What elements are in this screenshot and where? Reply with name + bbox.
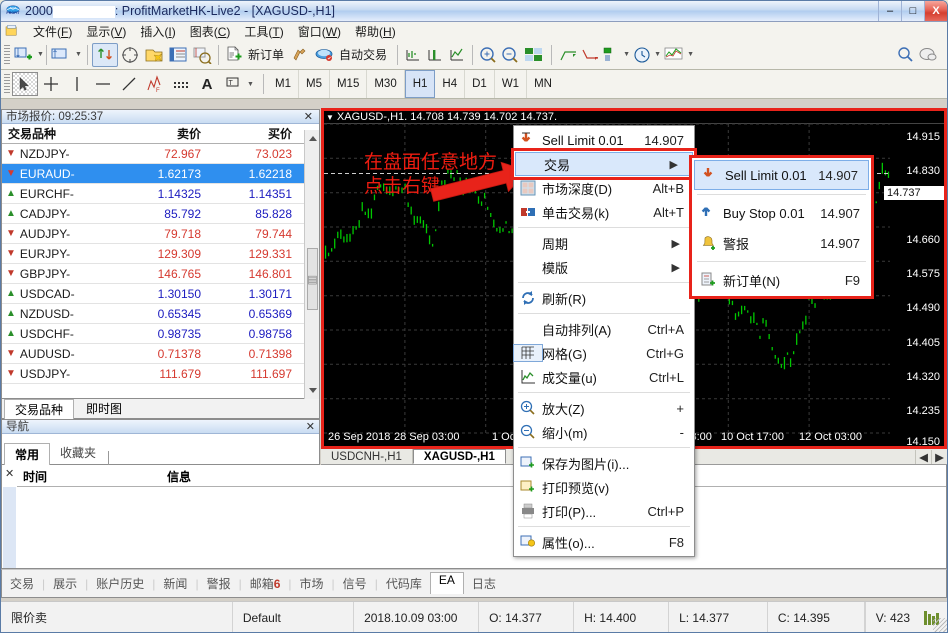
svg-text:F: F <box>156 88 160 93</box>
svg-text:T: T <box>229 80 234 87</box>
svg-text:PROFIT: PROFIT <box>6 11 20 15</box>
